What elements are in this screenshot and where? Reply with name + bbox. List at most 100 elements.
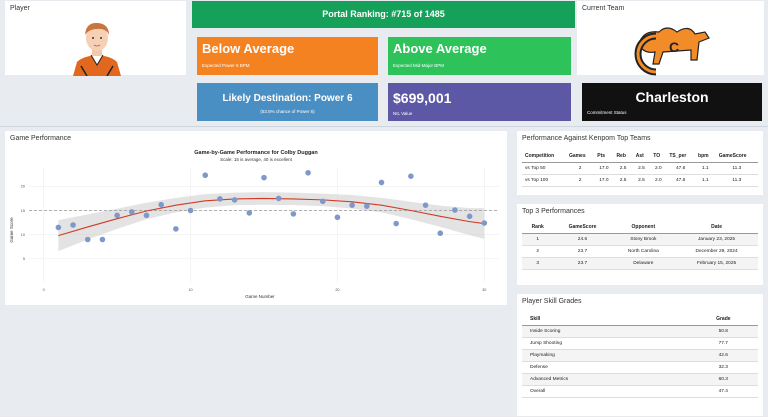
chart-title: Game-by-Game Performance for Colby Dugga… — [194, 150, 318, 156]
table-cell: 3 — [522, 257, 554, 270]
kenpom-header-ast: Ast — [632, 150, 651, 163]
x-tick-label: 10 — [188, 288, 192, 292]
table-row: 3 23.7 Delaware February 15, 2025 — [522, 257, 758, 270]
table-cell: Jump Shooting — [522, 337, 689, 350]
nil-value-tile: $699,001 NIL Value — [388, 83, 571, 121]
data-point — [452, 207, 458, 213]
mid-major-projection-tile: Above Average Expected Mid-Major BPM — [388, 37, 571, 75]
data-point — [70, 222, 76, 228]
data-point — [334, 214, 341, 221]
table-row: Defense 32.3 — [522, 361, 758, 374]
data-point — [158, 201, 164, 208]
likely-destination-caption: (53.5% chance of Power 6) — [260, 109, 315, 114]
table-row: Overall 47.4 — [522, 385, 758, 398]
x-tick-label: 30 — [482, 288, 486, 292]
top3-header-gamescore: GameScore — [553, 221, 612, 234]
data-point — [393, 220, 399, 227]
data-point — [143, 212, 150, 219]
kenpom-header-games: Games — [565, 150, 595, 163]
kenpom-card: Performance Against Kenpom Top Teams Com… — [517, 131, 763, 195]
top3-header-rank: Rank — [522, 221, 554, 234]
table-cell: 2 — [522, 245, 554, 258]
table-cell: 1.1 — [695, 162, 716, 175]
kenpom-header-reb: Reb — [613, 150, 633, 163]
data-point — [319, 198, 326, 205]
table-row: vs Top 100 2 17.0 2.5 2.5 2.0 47.6 1.1 1… — [522, 174, 758, 187]
chart-subtitle: Scale: 15 is average, 40 is excellent — [220, 157, 293, 162]
game-performance-chart: Game-by-Game Performance for Colby Dugga… — [9, 150, 499, 299]
table-cell: 17.0 — [594, 162, 614, 175]
table-cell: vs Top 100 — [522, 174, 566, 187]
current-team-title: Current Team — [582, 5, 625, 12]
commitment-team-name: Charleston — [635, 89, 709, 105]
y-tick-label: 20 — [21, 185, 25, 189]
data-point — [55, 224, 62, 231]
chart-x-label: Game Number — [245, 294, 275, 299]
table-cell: 42.6 — [688, 349, 758, 362]
data-point — [173, 226, 179, 232]
table-row: Advanced Metrics 60.3 — [522, 373, 758, 386]
data-point — [187, 207, 194, 214]
nil-value-caption: NIL Value — [393, 111, 413, 116]
skill-grades-title: Player Skill Grades — [522, 298, 582, 305]
table-cell: January 23, 2025 — [675, 233, 758, 246]
confidence-band — [58, 192, 485, 252]
table-cell: 60.3 — [688, 373, 758, 386]
kenpom-title: Performance Against Kenpom Top Teams — [522, 135, 651, 142]
table-row: Playmaking 42.6 — [522, 349, 758, 362]
data-point — [364, 203, 370, 209]
power6-projection-label: Below Average — [202, 41, 295, 56]
kenpom-header-pts: Pts — [594, 150, 614, 163]
table-cell: 1.1 — [695, 174, 716, 187]
current-team-card: Current Team C — [577, 1, 764, 76]
mid-major-projection-label: Above Average — [393, 41, 487, 56]
table-cell: 11.3 — [715, 162, 758, 175]
data-point — [349, 202, 355, 208]
data-point — [246, 210, 253, 216]
data-point — [422, 202, 429, 208]
table-cell: 2 — [565, 162, 595, 175]
skill-grades-table: Skill Grade Inside Scoring 50.8 Jump Shoo… — [522, 313, 758, 398]
likely-destination-label: Likely Destination: Power 6 — [222, 93, 353, 104]
table-cell: 2 — [565, 174, 595, 187]
player-photo — [73, 22, 121, 76]
kenpom-header-to: TO — [650, 150, 667, 163]
table-cell: 17.0 — [594, 174, 614, 187]
table-row: vs Top 50 2 17.0 2.5 2.5 2.0 47.6 1.1 11… — [522, 162, 758, 175]
table-cell: 23.7 — [553, 245, 612, 258]
table-cell: 50.8 — [688, 325, 758, 338]
data-point — [305, 170, 311, 176]
table-cell: 24.6 — [553, 233, 612, 246]
skill-header-grade: Grade — [688, 313, 758, 326]
data-point — [99, 236, 106, 243]
nil-value-amount: $699,001 — [393, 90, 452, 106]
table-cell: Inside Scoring — [522, 325, 689, 338]
top3-card: Top 3 Performances Rank GameScore Oppone… — [517, 204, 763, 285]
data-point — [231, 197, 238, 203]
table-cell: December 29, 2024 — [675, 245, 758, 258]
data-point — [437, 230, 444, 237]
top3-table: Rank GameScore Opponent Date 1 24.6 Ston… — [522, 221, 758, 270]
data-point — [129, 209, 135, 215]
likely-destination-tile: Likely Destination: Power 6 (53.5% chanc… — [197, 83, 378, 121]
table-cell: Stony Brook — [611, 233, 676, 246]
kenpom-header-ts: TS_per — [666, 150, 696, 163]
table-cell: Playmaking — [522, 349, 689, 362]
data-point — [84, 236, 91, 243]
commitment-status-label: Commitment Status — [587, 110, 627, 115]
table-cell: North Carolina — [611, 245, 676, 258]
table-cell: Delaware — [611, 257, 676, 270]
kenpom-table: Competition Games Pts Reb Ast TO TS_per … — [522, 150, 758, 187]
table-cell: Advanced Metrics — [522, 373, 689, 386]
data-point — [202, 172, 209, 179]
table-row: Inside Scoring 50.8 — [522, 325, 758, 338]
team-logo-letter: C — [669, 39, 679, 55]
table-cell: 77.7 — [688, 337, 758, 350]
table-cell: 2.5 — [632, 162, 651, 175]
table-cell: vs Top 50 — [522, 162, 566, 175]
skill-grades-card: Player Skill Grades Skill Grade Inside S… — [517, 294, 763, 416]
kenpom-header-bpm: bpm — [695, 150, 716, 163]
skill-header-skill: Skill — [522, 313, 689, 326]
table-row: 2 23.7 North Carolina December 29, 2024 — [522, 245, 758, 258]
data-point — [466, 213, 473, 220]
